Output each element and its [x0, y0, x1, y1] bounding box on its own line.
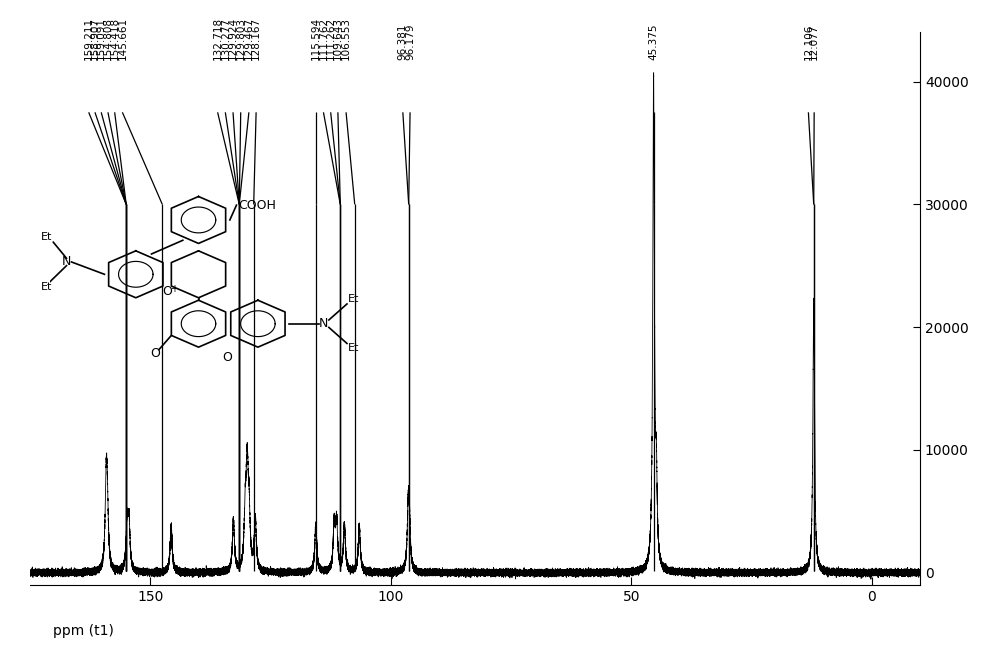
Text: 159.091: 159.091: [96, 16, 106, 60]
Text: O: O: [162, 285, 172, 298]
Text: 109.643: 109.643: [333, 16, 343, 60]
Text: 12.106: 12.106: [803, 23, 813, 60]
Text: 129.924: 129.924: [228, 16, 238, 60]
Text: 154.808: 154.808: [103, 16, 113, 60]
Text: 45.375: 45.375: [649, 23, 659, 60]
Text: 145.661: 145.661: [117, 16, 127, 60]
Text: N: N: [319, 317, 329, 330]
Text: 128.167: 128.167: [251, 16, 261, 60]
Text: 96.179: 96.179: [405, 23, 415, 60]
Text: 106.553: 106.553: [341, 16, 351, 60]
Text: 115.594: 115.594: [311, 16, 321, 60]
X-axis label: ppm (t1): ppm (t1): [53, 624, 114, 638]
Text: Et: Et: [41, 281, 52, 292]
Text: COOH: COOH: [238, 199, 276, 212]
Text: 129.467: 129.467: [244, 16, 254, 60]
Text: N: N: [62, 255, 71, 268]
Text: 158.907: 158.907: [90, 16, 100, 60]
Text: Et: Et: [348, 294, 359, 304]
Text: O: O: [151, 347, 161, 360]
Text: Et: Et: [348, 343, 359, 354]
Text: 111.262: 111.262: [326, 16, 336, 60]
Text: 159.211: 159.211: [84, 16, 94, 60]
Text: 111.762: 111.762: [318, 16, 328, 60]
Text: Et: Et: [41, 232, 52, 242]
Text: 132.718: 132.718: [213, 16, 223, 60]
Text: 96.381: 96.381: [398, 23, 408, 60]
Text: 129.803: 129.803: [236, 16, 246, 60]
Text: 154.418: 154.418: [110, 16, 120, 60]
Text: O: O: [223, 350, 232, 363]
Text: 130.277: 130.277: [220, 16, 230, 60]
Text: +: +: [170, 283, 178, 294]
Text: 12.077: 12.077: [809, 23, 819, 60]
